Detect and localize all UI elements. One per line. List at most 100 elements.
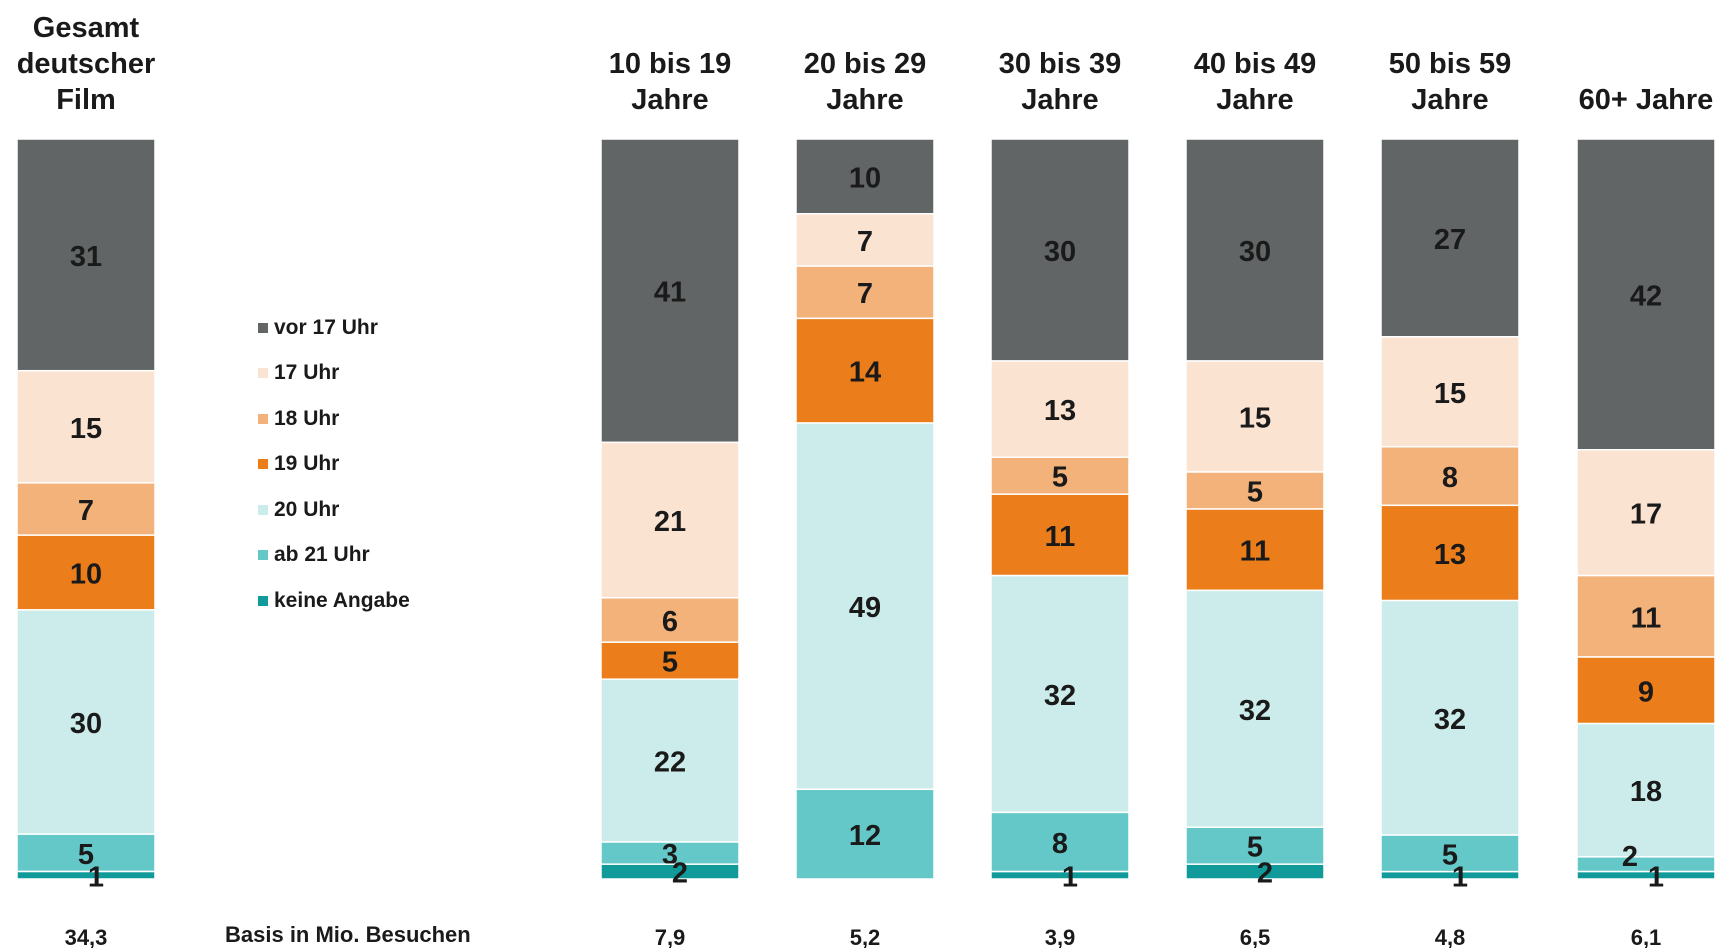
data-label: 32 (1434, 704, 1466, 736)
legend-item: 20 Uhr (258, 487, 410, 533)
legend-item: ab 21 Uhr (258, 533, 410, 579)
data-label: 13 (1044, 395, 1076, 427)
column-title: 40 bis 49 Jahre (1193, 48, 1317, 116)
data-label: 7 (857, 278, 873, 310)
legend-label: 17 Uhr (274, 361, 340, 385)
data-label: 31 (70, 241, 102, 273)
base-value: 6,5 (1240, 925, 1271, 948)
data-label: 22 (654, 747, 686, 779)
base-value: 3,9 (1045, 925, 1076, 948)
bar-segment (990, 360, 1130, 458)
data-label: 2 (672, 858, 688, 890)
base-label: Basis in Mio. Besuchen (225, 922, 471, 947)
bar-segment (795, 422, 935, 791)
bar-segment (1185, 863, 1325, 880)
data-label: 27 (1434, 224, 1466, 256)
base-value: 5,2 (850, 925, 881, 948)
bar-segment (16, 534, 156, 611)
data-label: 1 (1452, 861, 1468, 893)
column-title: 50 bis 59 Jahre (1388, 48, 1512, 116)
data-label: 32 (1044, 680, 1076, 712)
data-label: 1 (1062, 861, 1078, 893)
data-label: 5 (78, 839, 94, 871)
bar-segment (795, 788, 935, 880)
legend-label: ab 21 Uhr (274, 543, 370, 567)
data-label: 2 (1622, 841, 1638, 873)
column-title: 60+ Jahre (1578, 84, 1714, 116)
data-label: 41 (654, 277, 686, 309)
legend-item: 18 Uhr (258, 396, 410, 442)
bar-segment (1380, 870, 1520, 880)
data-label: 5 (1247, 477, 1263, 509)
bar-segment (16, 870, 156, 880)
base-value: 7,9 (655, 925, 686, 948)
legend-item: 17 Uhr (258, 351, 410, 397)
data-label: 5 (1052, 462, 1068, 494)
bar-segment (795, 138, 935, 215)
bar-segment (16, 369, 156, 484)
legend-swatch (258, 595, 268, 606)
data-label: 11 (1631, 602, 1662, 634)
data-label: 5 (1442, 839, 1458, 871)
bar-segment (990, 456, 1130, 495)
column-title: 30 bis 39 Jahre (998, 48, 1122, 116)
data-label: 49 (849, 592, 881, 624)
data-label: 1 (88, 861, 104, 893)
bar-segment (600, 678, 740, 843)
data-label: 8 (1052, 828, 1068, 860)
base-value: 4,8 (1435, 925, 1466, 948)
bar-segment (990, 870, 1130, 880)
legend-label: keine Angabe (274, 588, 410, 612)
bar-segment (600, 597, 740, 643)
data-label: 2 (1257, 858, 1273, 890)
bar-segment (1576, 574, 1715, 658)
data-label: 12 (849, 820, 881, 852)
data-label: 11 (1045, 521, 1076, 553)
legend-item: vor 17 Uhr (258, 305, 410, 351)
bar-segment (1576, 870, 1715, 880)
bar-segment (1576, 856, 1715, 873)
data-label: 30 (70, 708, 102, 740)
bar-segment (1380, 504, 1520, 602)
bar-segment (16, 482, 156, 536)
legend-swatch (258, 322, 268, 333)
legend-item: keine Angabe (258, 578, 410, 624)
legend-label: vor 17 Uhr (274, 315, 378, 339)
data-label: 9 (1638, 676, 1654, 708)
bar-segment (1185, 589, 1325, 828)
column-title: 10 bis 19 Jahre (608, 48, 732, 116)
data-label: 42 (1630, 280, 1662, 312)
legend-swatch (258, 504, 268, 515)
bar-segment (795, 265, 935, 320)
data-label: 6 (662, 606, 678, 638)
data-label: 13 (1434, 539, 1466, 571)
bar-segment (1576, 656, 1715, 725)
base-value: 34,3 (65, 925, 108, 948)
bar-segment (16, 833, 156, 873)
data-label: 10 (70, 559, 102, 591)
data-label: 5 (1247, 832, 1263, 864)
data-label: 5 (662, 647, 678, 679)
bar-segment (600, 441, 740, 599)
legend-label: 20 Uhr (274, 497, 340, 521)
data-label: 14 (849, 357, 881, 389)
data-label: 7 (78, 495, 94, 527)
data-label: 30 (1044, 236, 1076, 268)
bar-segment (1185, 826, 1325, 865)
column-title: 20 bis 29 Jahre (803, 48, 927, 116)
bar-segment (600, 863, 740, 880)
data-label: 7 (857, 226, 873, 258)
legend: vor 17 Uhr 17 Uhr 18 Uhr 19 Uhr 20 Uhr ab 21 … (258, 305, 410, 624)
data-label: 21 (654, 506, 686, 538)
legend-swatch (258, 550, 268, 561)
data-label: 15 (70, 413, 102, 445)
data-label: 17 (1630, 499, 1662, 531)
legend-label: 19 Uhr (274, 452, 340, 476)
legend-item: 19 Uhr (258, 442, 410, 488)
legend-swatch (258, 368, 268, 379)
data-label: 1 (1648, 861, 1664, 893)
legend-swatch (258, 413, 268, 424)
data-label: 3 (662, 839, 678, 871)
bar-segment (600, 138, 740, 444)
